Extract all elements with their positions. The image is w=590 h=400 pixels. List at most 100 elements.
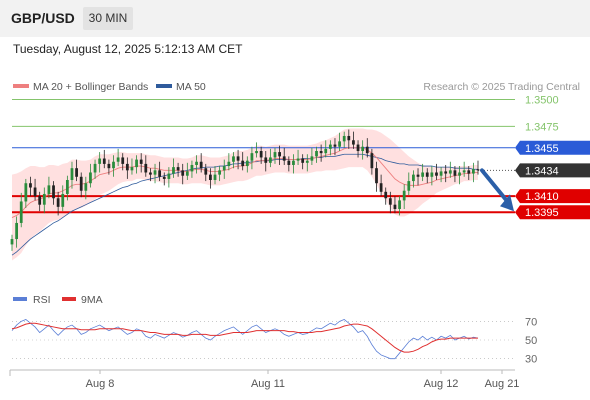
candle bbox=[448, 161, 452, 178]
candle-body bbox=[319, 151, 323, 154]
level-tag-bg bbox=[515, 163, 590, 178]
level-tag-1-3434: 1.3434 bbox=[515, 163, 590, 178]
candle bbox=[42, 187, 46, 214]
candle-body bbox=[199, 161, 203, 169]
candle bbox=[102, 149, 106, 169]
candle bbox=[384, 187, 388, 205]
candle-body bbox=[365, 146, 369, 154]
candle bbox=[338, 132, 341, 152]
candle-body bbox=[273, 152, 277, 158]
candle bbox=[227, 153, 231, 171]
candle-body bbox=[209, 174, 212, 180]
candle-body bbox=[84, 183, 88, 191]
level-label-1-3500: 1.3500 bbox=[525, 94, 559, 106]
candle-body bbox=[24, 183, 28, 202]
candle bbox=[139, 153, 143, 173]
candle-body bbox=[310, 156, 314, 161]
candle bbox=[209, 168, 212, 189]
candle-body bbox=[185, 171, 189, 176]
candle bbox=[310, 147, 314, 165]
candle-body bbox=[181, 170, 185, 176]
candle bbox=[56, 191, 60, 216]
candle-body bbox=[416, 174, 420, 177]
candle bbox=[70, 161, 74, 189]
header-bar: GBP/USD 30 MIN bbox=[0, 0, 590, 37]
candle bbox=[89, 163, 92, 188]
rsi-ma-legend-swatch bbox=[62, 297, 76, 301]
candle bbox=[33, 178, 37, 201]
candle-body bbox=[167, 173, 171, 179]
candle-body bbox=[144, 163, 148, 173]
candle-body bbox=[47, 185, 51, 194]
candle-body bbox=[287, 160, 291, 165]
candle bbox=[93, 159, 97, 179]
candle-body bbox=[172, 167, 175, 174]
candle bbox=[52, 181, 55, 205]
candle bbox=[439, 167, 443, 183]
candle bbox=[218, 166, 222, 182]
candle bbox=[107, 159, 111, 175]
candle bbox=[135, 155, 138, 174]
candle-body bbox=[250, 153, 254, 161]
candle bbox=[370, 148, 374, 175]
instrument-symbol: GBP/USD bbox=[11, 10, 75, 26]
candle bbox=[305, 154, 309, 172]
candle-body bbox=[278, 152, 281, 157]
candle-body bbox=[29, 183, 32, 188]
candle bbox=[292, 154, 295, 174]
level-tag-bg bbox=[515, 140, 590, 155]
candle bbox=[347, 129, 351, 149]
candle-body bbox=[384, 191, 388, 199]
candle-body bbox=[425, 172, 429, 177]
candle bbox=[121, 153, 125, 171]
forecast-arrow-shaft bbox=[480, 168, 510, 205]
candle bbox=[125, 157, 129, 179]
candle bbox=[333, 138, 337, 156]
timeframe-button[interactable]: 30 MIN bbox=[83, 7, 133, 30]
forecast-arrow-layer bbox=[480, 168, 514, 212]
candle bbox=[398, 196, 401, 216]
candle bbox=[181, 163, 185, 185]
candle bbox=[29, 176, 32, 197]
candle-body bbox=[412, 174, 415, 182]
candle-body bbox=[79, 176, 83, 191]
candle-body bbox=[453, 170, 457, 176]
rsi-legend-swatch bbox=[13, 297, 27, 301]
candle-body bbox=[472, 169, 475, 174]
candle-body bbox=[222, 166, 226, 171]
candle bbox=[296, 149, 300, 165]
candle-body bbox=[102, 158, 106, 164]
candle-body bbox=[370, 153, 374, 169]
candle-body bbox=[112, 161, 115, 169]
forecast-arrow-head bbox=[500, 194, 514, 212]
candle bbox=[388, 191, 392, 214]
x-tick-label-2: Aug 12 bbox=[424, 378, 459, 390]
candle-body bbox=[98, 158, 102, 164]
candles-layer bbox=[10, 129, 480, 251]
candle bbox=[421, 163, 425, 182]
candle bbox=[278, 145, 281, 165]
candle-body bbox=[93, 163, 97, 173]
candle bbox=[116, 148, 120, 167]
candle-body bbox=[328, 144, 332, 149]
candle-body bbox=[75, 168, 78, 177]
candle-body bbox=[315, 151, 318, 157]
level-lines-layer bbox=[12, 98, 515, 214]
candle-body bbox=[430, 172, 434, 177]
candle bbox=[47, 176, 51, 199]
candle bbox=[361, 140, 365, 160]
candle bbox=[352, 131, 355, 149]
level-tag-bg bbox=[515, 189, 590, 204]
candle bbox=[245, 156, 249, 173]
candle-body bbox=[158, 170, 162, 177]
candle bbox=[319, 144, 323, 162]
candle bbox=[10, 234, 14, 251]
candle bbox=[167, 167, 171, 188]
candle-body bbox=[149, 172, 152, 175]
candle-body bbox=[33, 187, 37, 197]
candle-body bbox=[218, 170, 222, 175]
candle-body bbox=[398, 200, 401, 209]
candle-body bbox=[130, 167, 134, 171]
candle bbox=[402, 184, 406, 209]
